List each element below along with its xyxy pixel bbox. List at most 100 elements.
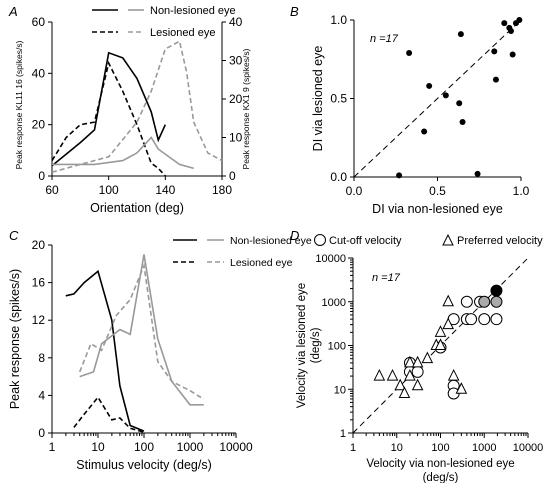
panel-c-x-tick-label: 10 [91,440,105,454]
panel-d-y-tick-label: 100 [328,341,346,353]
panel-c-y-label: Peak response (spikes/s) [8,269,22,409]
panel-d-x-label: Velocity via non-lesioned eye [366,458,514,470]
panel-c-x-tick-label: 100 [134,440,154,454]
panel-b-letter: B [290,4,299,19]
panel-d-y-unit: (deg/s) [310,327,322,363]
panel-b-x-tick-label: 0.5 [429,184,446,198]
panel-c-y-tick-label: 0 [38,426,45,440]
panel-b-data-point [509,51,516,58]
panel-c-y-tick-label: 4 [38,388,45,402]
panel-d-y-tick-label: 1000 [322,297,346,309]
panel-d-legend-label: Cut-off velocity [329,235,402,247]
panel-b-data-point [456,100,463,107]
panel-a-series-line [51,60,166,177]
panel-b-data-point [421,128,428,135]
panel-d-cutoff-point [478,295,491,308]
panel-a-y-label-left: Peak response KL11 16 (spikes/s) [14,40,24,169]
panel-d-preferred-point [455,382,468,394]
panel-d-preferred-point [373,368,386,381]
panel-c-series-line [78,262,205,400]
panel-c-y-tick-label: 8 [38,351,45,365]
panel-b-data-point [406,49,413,56]
panel-d-x-tick-label: 1000 [472,442,496,454]
panel-d-preferred-point [411,355,424,368]
panel-c-y-tick-label: 12 [32,313,46,327]
panel-d-cutoff-point [490,284,503,297]
panel-d-x-tick-label: 100 [431,442,449,454]
panel-d-preferred-point [442,317,455,330]
panel-a-series-line [51,51,167,167]
panel-d-cutoff-point [490,313,503,326]
panel-a-right-tick-label: 10 [229,131,243,145]
panel-b: B 0.0 0.5 1.0 0.0 0.5 1.0 DI via non-lesioned e… [290,4,530,216]
panel-a-series-line [52,136,194,170]
panel-c-series-line [79,254,204,406]
panel-a-y-tick-label: 0 [38,169,45,183]
panel-d-cutoff-point [460,295,473,308]
panel-b-data-point [492,76,499,83]
panel-d-preferred-point [434,338,447,350]
panel-a-series-line [51,40,223,173]
panel-d-x-tick-label: 1 [350,442,356,454]
panel-d-preferred-point [442,294,455,307]
panel-b-data-point [491,48,498,55]
panel-a-x-tick-label: 140 [155,183,175,197]
panel-b-n-annotation: n =17 [370,33,399,45]
panel-b-y-tick-label: 1.0 [330,13,347,27]
panel-d-cutoff-point [465,313,478,326]
panel-b-data-point [457,31,464,38]
panel-b-x-tick-label: 1.0 [513,184,530,198]
panel-c-y-tick-label: 16 [32,276,46,290]
panel-d-y-tick-label: 10 [334,384,346,396]
panel-d-preferred-point [386,368,399,381]
panel-c-x-tick-label: 1000 [177,440,204,454]
panel-a-x-label: Orientation (deg) [90,201,184,215]
panel-c: C 1 10 100 1000 10000 0 4 8 12 16 20 Stimulus veloci… [8,228,312,472]
panel-c-x-tick-label: 10000 [219,440,253,454]
panel-b-y-label: DI via lesioned eye [311,46,325,152]
panel-d-x-unit: (deg/s) [423,472,459,483]
panel-d-y-tick-label: 1 [340,428,346,440]
panel-b-x-label: DI via non-lesioned eye [372,202,503,216]
panel-d-cutoff-point [490,295,503,308]
panel-b-data-point [442,92,449,99]
panel-d-preferred-point [421,351,434,364]
panel-d-cutoff-point [411,365,424,378]
panel-d-preferred-point [411,378,424,391]
panel-d-legend-label: Preferred velocity [457,235,543,247]
panel-a-y-tick-label: 20 [32,118,46,132]
panel-a-right-tick-label: 20 [229,92,243,106]
panel-a-x-tick-label: 180 [212,183,232,197]
panel-a-right-tick-label: 0 [229,169,236,183]
panel-d-preferred-point [434,325,447,337]
panel-b-data-point [396,172,403,179]
panel-b-data-point [516,17,523,23]
panel-a-right-tick-label: 40 [229,15,243,29]
panel-a-legend-label: Lesioned eye [150,27,215,39]
panel-a-x-tick-label: 60 [45,183,59,197]
panel-d-x-tick-label: 10000 [513,442,544,454]
panel-b-diagonal [353,19,522,178]
panel-a-y-tick-label: 60 [32,15,46,29]
panel-a-x-tick-label: 100 [99,183,119,197]
panel-d-n-annotation: n =17 [372,272,401,284]
panel-a: A60 100 140 1800204060010203040Orientation … [8,4,251,215]
panel-b-data-point [474,170,481,177]
panel-c-legend-label: Non-lesioned eye [230,235,312,247]
panel-a-right-tick-label: 30 [229,54,243,68]
panel-d-preferred-point [404,355,416,368]
panel-c-legend-label: Lesioned eye [230,257,293,269]
panel-c-y-tick-label: 20 [32,238,46,252]
panel-b-y-tick-label: 0.5 [330,92,347,106]
panel-b-x-tick-label: 0.0 [346,184,363,198]
panel-d-preferred-point [447,368,460,381]
panel-d-legend-circle [314,234,326,246]
panel-c-x-tick-label: 1 [49,440,56,454]
panel-d-y-tick-label: 10000 [315,253,346,265]
panel-d-preferred-point [394,378,407,391]
panel-c-series-line [73,395,145,433]
panel-c-letter: C [9,228,19,243]
panel-d-x-tick-label: 10 [391,442,403,454]
panel-b-data-point [501,20,508,27]
